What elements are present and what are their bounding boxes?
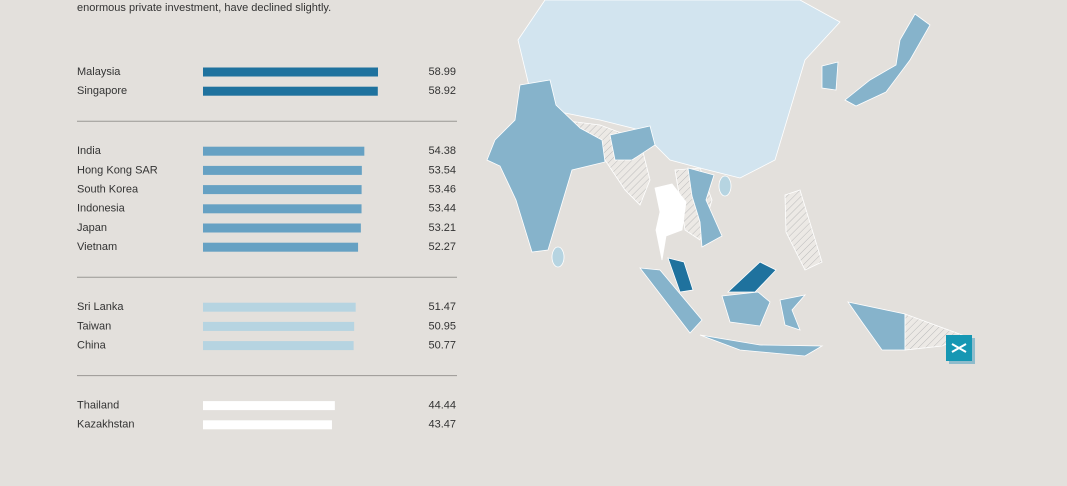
intro-text: enormous private investment, have declin… [77, 2, 331, 14]
category-label: Kazakhstan [77, 419, 134, 431]
bar [203, 321, 355, 331]
bar [203, 401, 335, 411]
value-label: 51.47 [428, 301, 456, 313]
category-label: Sri Lanka [77, 301, 124, 313]
sri-lanka [551, 246, 565, 268]
category-label: Singapore [77, 85, 127, 97]
malaysia-peninsula [667, 257, 694, 293]
philippines [784, 189, 823, 271]
value-label: 50.95 [428, 320, 456, 332]
bar [203, 67, 379, 77]
bar [203, 341, 354, 351]
bar [203, 146, 365, 156]
value-label: 58.92 [428, 85, 456, 97]
category-label: India [77, 145, 102, 157]
bar [203, 242, 359, 252]
button-icon [951, 343, 967, 353]
taiwan [718, 175, 732, 197]
value-label: 44.44 [428, 400, 456, 412]
bangladesh-region [609, 125, 656, 161]
category-label: Indonesia [77, 203, 126, 215]
bar [203, 86, 378, 96]
value-label: 53.46 [428, 184, 456, 196]
malaysia-borneo [726, 261, 777, 293]
value-label: 54.38 [428, 145, 456, 157]
category-label: South Korea [77, 184, 139, 196]
india [486, 79, 606, 253]
value-label: 53.21 [428, 222, 456, 234]
bar [203, 204, 362, 214]
map [486, 0, 975, 364]
category-label: Thailand [77, 400, 119, 412]
bar [203, 185, 362, 195]
value-label: 58.99 [428, 66, 456, 78]
china [517, 0, 841, 179]
bar [203, 420, 332, 430]
bar [203, 302, 356, 312]
sumatra [639, 267, 703, 334]
bar [203, 165, 362, 175]
papua [847, 301, 906, 351]
java [699, 334, 824, 357]
value-label: 50.77 [428, 340, 456, 352]
value-label: 53.54 [428, 164, 456, 176]
value-label: 43.47 [428, 419, 456, 431]
category-label: China [77, 340, 107, 352]
sulawesi [779, 294, 807, 331]
category-label: Hong Kong SAR [77, 164, 158, 176]
thailand [654, 183, 687, 261]
value-label: 53.44 [428, 203, 456, 215]
share-button[interactable] [946, 335, 975, 364]
kalimantan [721, 291, 771, 327]
category-label: Vietnam [77, 241, 117, 253]
vietnam [687, 167, 723, 248]
category-label: Taiwan [77, 320, 111, 332]
korea [821, 61, 839, 91]
value-label: 52.27 [428, 241, 456, 253]
category-label: Malaysia [77, 66, 121, 78]
japan [844, 13, 931, 107]
category-label: Japan [77, 222, 107, 234]
bar [203, 223, 361, 233]
